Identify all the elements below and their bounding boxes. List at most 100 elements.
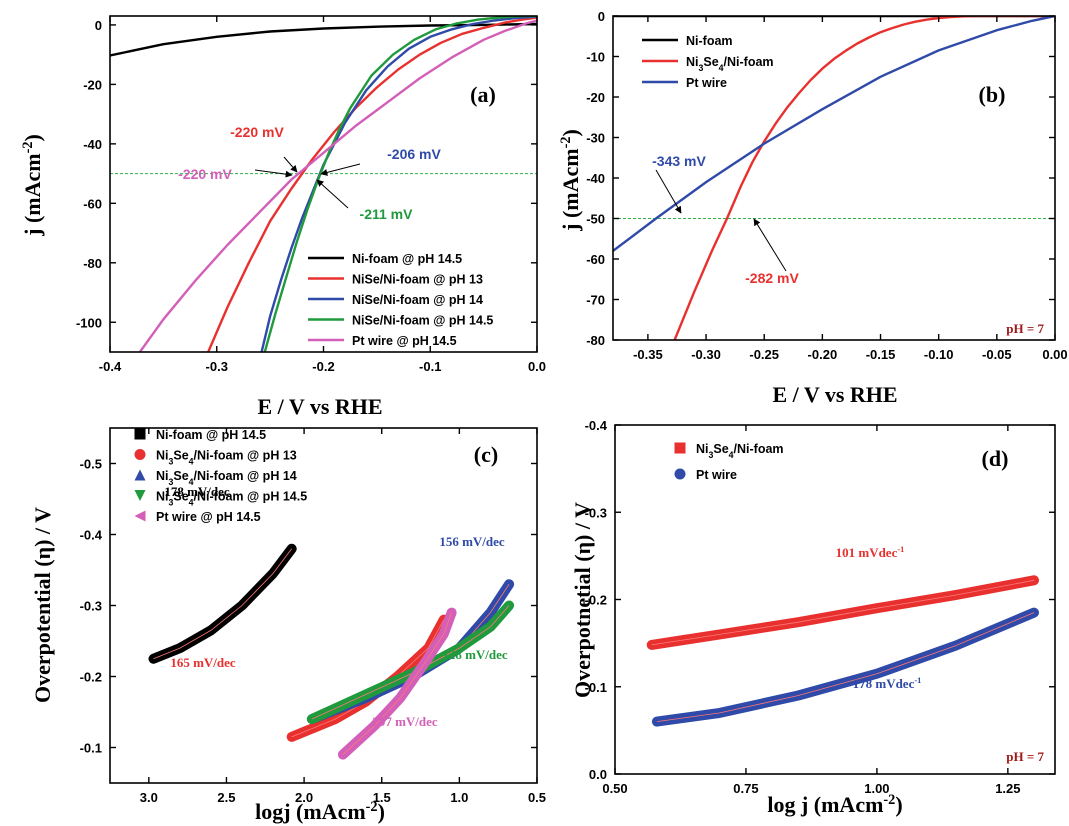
legend-marker-1 [674,442,686,454]
panel-label: (b) [979,82,1006,107]
x-axis-label: logj (mAcm-2) [255,799,385,824]
legend-marker-2 [134,449,146,460]
legend-marker-5 [134,510,146,522]
y-axis-label: j (mAcm-2) [558,129,583,232]
annotation-arrow-2 [254,169,293,178]
x-tick-label: 3.0 [140,790,158,805]
legend-label-2: Ni3Se4/Ni-foam [686,55,774,73]
y-axis-label: Overpotnetial (η) / V [570,502,595,698]
x-axis-label: E / V vs RHE [772,382,897,407]
y-tick-label: 0 [598,9,605,24]
ph-note: pH = 7 [1006,749,1044,764]
panel-label: (d) [982,446,1009,471]
legend-label-3: Pt wire [686,76,727,90]
annotation-4: -211 mV [360,206,414,222]
fit-line-4 [311,605,510,720]
y-tick-label: 0 [95,18,102,33]
y-tick-label: 0.0 [589,767,607,782]
y-tick-label: -30 [586,131,605,146]
fit-line-1 [651,579,1035,646]
annotation-3: -206 mV [387,146,441,162]
legend: Ni-foam Ni3Se4/Ni-foam Pt wire [642,34,774,90]
panel-d: 0.50 0.75 1.00 1.25 0.0 -0.1 -0.2 -0.3 -0.4 log j… [570,418,1056,817]
x-tick-label: -0.35 [633,347,663,362]
legend-marker-4 [134,490,146,501]
y-tick-label: -0.1 [585,680,607,695]
x-tick-label: 0.5 [528,790,546,805]
y-tick-label: -0.1 [80,741,102,756]
y-tick-label: -20 [83,77,102,92]
series-line-1 [148,543,297,664]
annotation-arrow-2 [753,218,787,272]
x-tick-label: 1.0 [450,790,468,805]
y-tick-label: -60 [83,196,102,211]
x-tick-label: -0.1 [419,359,441,374]
x-tick-label: 1.5 [373,790,391,805]
y-tick-label: -50 [586,212,605,227]
series-line-3 [613,16,1055,253]
legend: Ni3Se4/Ni-foam Pt wire [674,442,784,482]
x-tick-label: -0.3 [206,359,228,374]
x-tick-label: -0.05 [982,347,1012,362]
y-tick-label: -10 [586,50,605,65]
y-tick-label: -80 [83,256,102,271]
x-axis-label: log j (mAcm-2) [767,792,902,817]
legend-marker-1 [134,428,146,440]
x-tick-label: -0.15 [866,347,896,362]
series-line-3 [260,16,537,352]
annotation-arrow-1 [655,169,682,214]
y-tick-label: -0.4 [80,528,103,543]
plot-frame [612,15,1056,341]
legend-label-3: Ni3Se4/Ni-foam @ pH 14 [156,469,297,487]
y-tick-label: -0.5 [80,457,102,472]
y-tick-label: -80 [586,333,605,348]
y-tick-label: -0.2 [80,670,102,685]
legend-label-5: Pt wire @ pH 14.5 [156,510,261,524]
series-line-2 [206,16,537,352]
legend-label-2: Pt wire [696,468,737,482]
annotation-arrow-1 [283,156,298,173]
legend-label-3: NiSe/Ni-foam @ pH 14 [352,293,483,307]
x-tick-label: 1.00 [864,781,889,796]
y-tick-label: -0.3 [80,599,102,614]
x-tick-label: 0.50 [602,781,627,796]
ph-note: pH = 7 [1006,321,1044,336]
x-tick-label: -0.25 [749,347,779,362]
panel-a: -0.4 -0.3 -0.2 -0.1 0.0 0 -20 -40 -60 -80 -100 E / … [20,15,546,419]
x-tick-label: 2.0 [295,790,313,805]
legend-label-2: NiSe/Ni-foam @ pH 13 [352,273,483,287]
x-tick-label: 0.0 [528,359,546,374]
series-group [613,16,1055,340]
legend-label-5: Pt wire @ pH 14.5 [352,334,457,348]
legend: Ni-foam @ pH 14.5 Ni3Se4/Ni-foam @ pH 13 N… [134,428,307,524]
legend-label-4: Ni3Se4/Ni-foam @ pH 14.5 [156,490,307,508]
fit-line-5 [342,612,452,755]
series-line-2 [651,607,1039,727]
legend-marker-2 [674,468,686,480]
series-group [148,543,515,760]
series-line-4 [263,16,537,352]
y-tick-label: -70 [586,293,605,308]
annotation-3: 156 mV/dec [439,534,505,549]
x-axis-label: E / V vs RHE [257,394,382,419]
panel-label: (a) [470,82,496,107]
annotation-5: 297 mV/dec [372,714,438,729]
x-tick-label: -0.20 [808,347,838,362]
series-line-1 [110,22,537,57]
y-tick-label: -40 [586,171,605,186]
legend-label-1: Ni-foam [686,34,733,48]
legend-label-1: Ni3Se4/Ni-foam [696,442,784,460]
y-tick-label: -20 [586,90,605,105]
x-tick-label: 0.75 [733,781,758,796]
x-tick-label: 2.5 [217,790,235,805]
annotation-2: 178 mVdec-1 [853,675,922,691]
y-tick-label: -100 [76,315,102,330]
y-tick-label: -0.4 [585,418,608,433]
annotation-1: -220 mV [230,124,284,140]
y-tick-label: -60 [586,252,605,267]
legend-label-2: Ni3Se4/Ni-foam @ pH 13 [156,449,297,467]
series-group [110,16,537,352]
annotation-2: 165 mV/dec [170,655,236,670]
legend: Ni-foam @ pH 14.5 NiSe/Ni-foam @ pH 13 NiS… [308,252,493,348]
